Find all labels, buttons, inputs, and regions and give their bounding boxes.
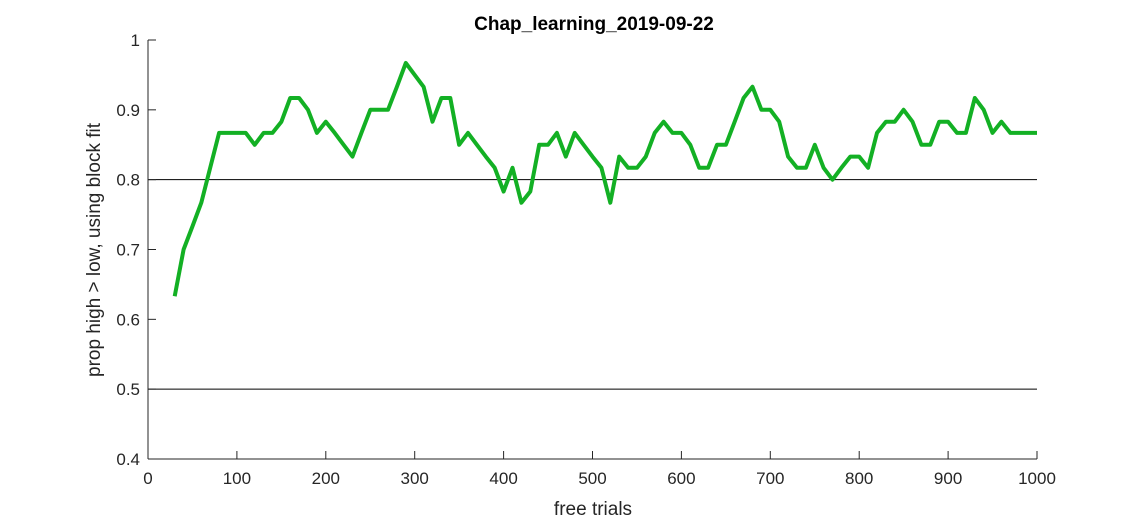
x-tick-label: 100 [223, 469, 251, 488]
x-tick-label: 600 [667, 469, 695, 488]
series-group [172, 61, 1037, 297]
x-axis-label: free trials [554, 499, 632, 520]
x-axis-ticks: 0 100 200 300 400 500 600 700 800 900 1000 [143, 451, 1056, 488]
y-tick-label: 0.5 [116, 380, 140, 399]
reference-lines [148, 179, 1037, 390]
x-tick-label: 800 [845, 469, 873, 488]
x-tick-label: 0 [143, 469, 152, 488]
x-tick-label: 700 [756, 469, 784, 488]
series-line-0 [172, 61, 1037, 297]
y-tick-label: 0.4 [116, 450, 140, 469]
chart-title: Chap_learning_2019-09-22 [474, 14, 714, 35]
y-tick-label: 0.9 [116, 101, 140, 120]
y-axis-label: prop high > low, using block fit [84, 122, 105, 377]
y-tick-label: 0.6 [116, 310, 140, 329]
x-tick-label: 900 [934, 469, 962, 488]
x-tick-label: 300 [401, 469, 429, 488]
x-tick-label: 200 [312, 469, 340, 488]
y-tick-label: 0.8 [116, 171, 140, 190]
y-tick-label: 0.7 [116, 241, 140, 260]
y-tick-label: 1 [131, 31, 140, 50]
y-axis-ticks: 0.4 0.5 0.6 0.7 0.8 0.9 1 [116, 31, 156, 469]
x-tick-label: 400 [489, 469, 517, 488]
x-tick-label: 1000 [1018, 469, 1056, 488]
x-tick-label: 500 [578, 469, 606, 488]
